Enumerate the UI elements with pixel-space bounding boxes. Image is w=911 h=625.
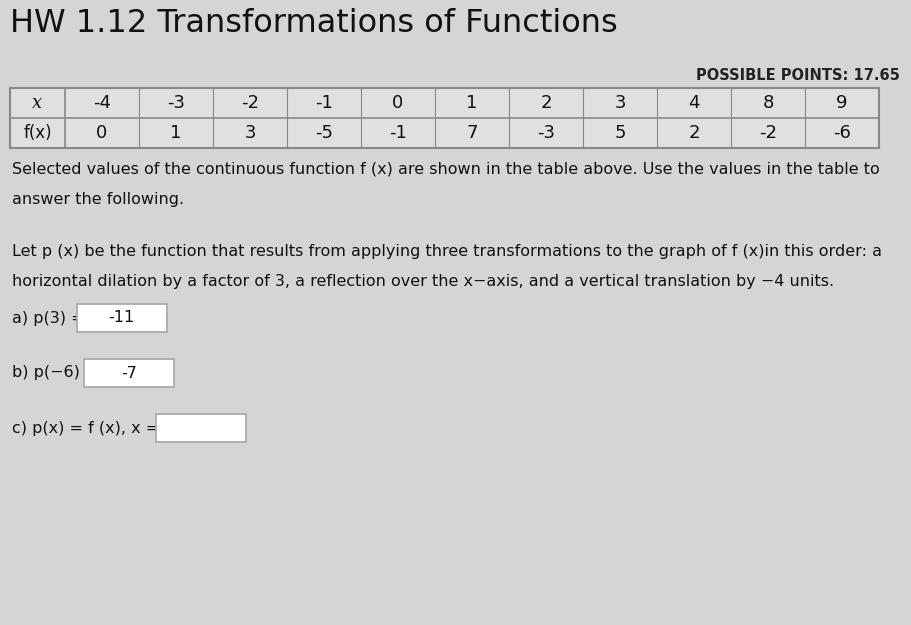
Text: -2: -2 xyxy=(758,124,776,142)
Bar xyxy=(10,88,878,148)
Bar xyxy=(10,88,878,148)
Text: 9: 9 xyxy=(835,94,847,112)
Text: 8: 8 xyxy=(762,94,773,112)
Text: -5: -5 xyxy=(314,124,333,142)
Bar xyxy=(156,414,246,442)
Text: -4: -4 xyxy=(93,94,111,112)
Text: 2: 2 xyxy=(688,124,699,142)
Text: 0: 0 xyxy=(392,94,404,112)
Text: -7: -7 xyxy=(121,366,137,381)
Text: b) p(−6) =: b) p(−6) = xyxy=(12,366,98,381)
Text: 3: 3 xyxy=(614,94,625,112)
Text: Selected values of the continuous function f (x) are shown in the table above. U: Selected values of the continuous functi… xyxy=(12,162,879,177)
Text: -2: -2 xyxy=(241,94,259,112)
Text: -3: -3 xyxy=(537,124,555,142)
Text: c) p(x) = f (x), x =: c) p(x) = f (x), x = xyxy=(12,421,159,436)
Text: -11: -11 xyxy=(108,311,135,326)
Text: 7: 7 xyxy=(466,124,477,142)
Text: x: x xyxy=(33,94,43,112)
Text: HW 1.12 Transformations of Functions: HW 1.12 Transformations of Functions xyxy=(10,8,617,39)
Text: f(x): f(x) xyxy=(23,124,52,142)
Text: Let p (x) be the function that results from applying three transformations to th: Let p (x) be the function that results f… xyxy=(12,244,881,259)
Text: horizontal dilation by a factor of 3, a reflection over the x−axis, and a vertic: horizontal dilation by a factor of 3, a … xyxy=(12,274,834,289)
Text: POSSIBLE POINTS: 17.65: POSSIBLE POINTS: 17.65 xyxy=(695,68,899,83)
Text: 4: 4 xyxy=(688,94,699,112)
Text: 5: 5 xyxy=(614,124,625,142)
Bar xyxy=(84,359,174,387)
Text: -1: -1 xyxy=(389,124,406,142)
Bar xyxy=(77,304,167,332)
Text: -3: -3 xyxy=(167,94,185,112)
Text: 2: 2 xyxy=(539,94,551,112)
Text: 0: 0 xyxy=(97,124,107,142)
Text: answer the following.: answer the following. xyxy=(12,192,184,207)
Text: 1: 1 xyxy=(170,124,181,142)
Text: -1: -1 xyxy=(314,94,333,112)
Text: a) p(3) =: a) p(3) = xyxy=(12,311,85,326)
Text: -6: -6 xyxy=(832,124,850,142)
Text: 1: 1 xyxy=(466,94,477,112)
Text: 3: 3 xyxy=(244,124,255,142)
